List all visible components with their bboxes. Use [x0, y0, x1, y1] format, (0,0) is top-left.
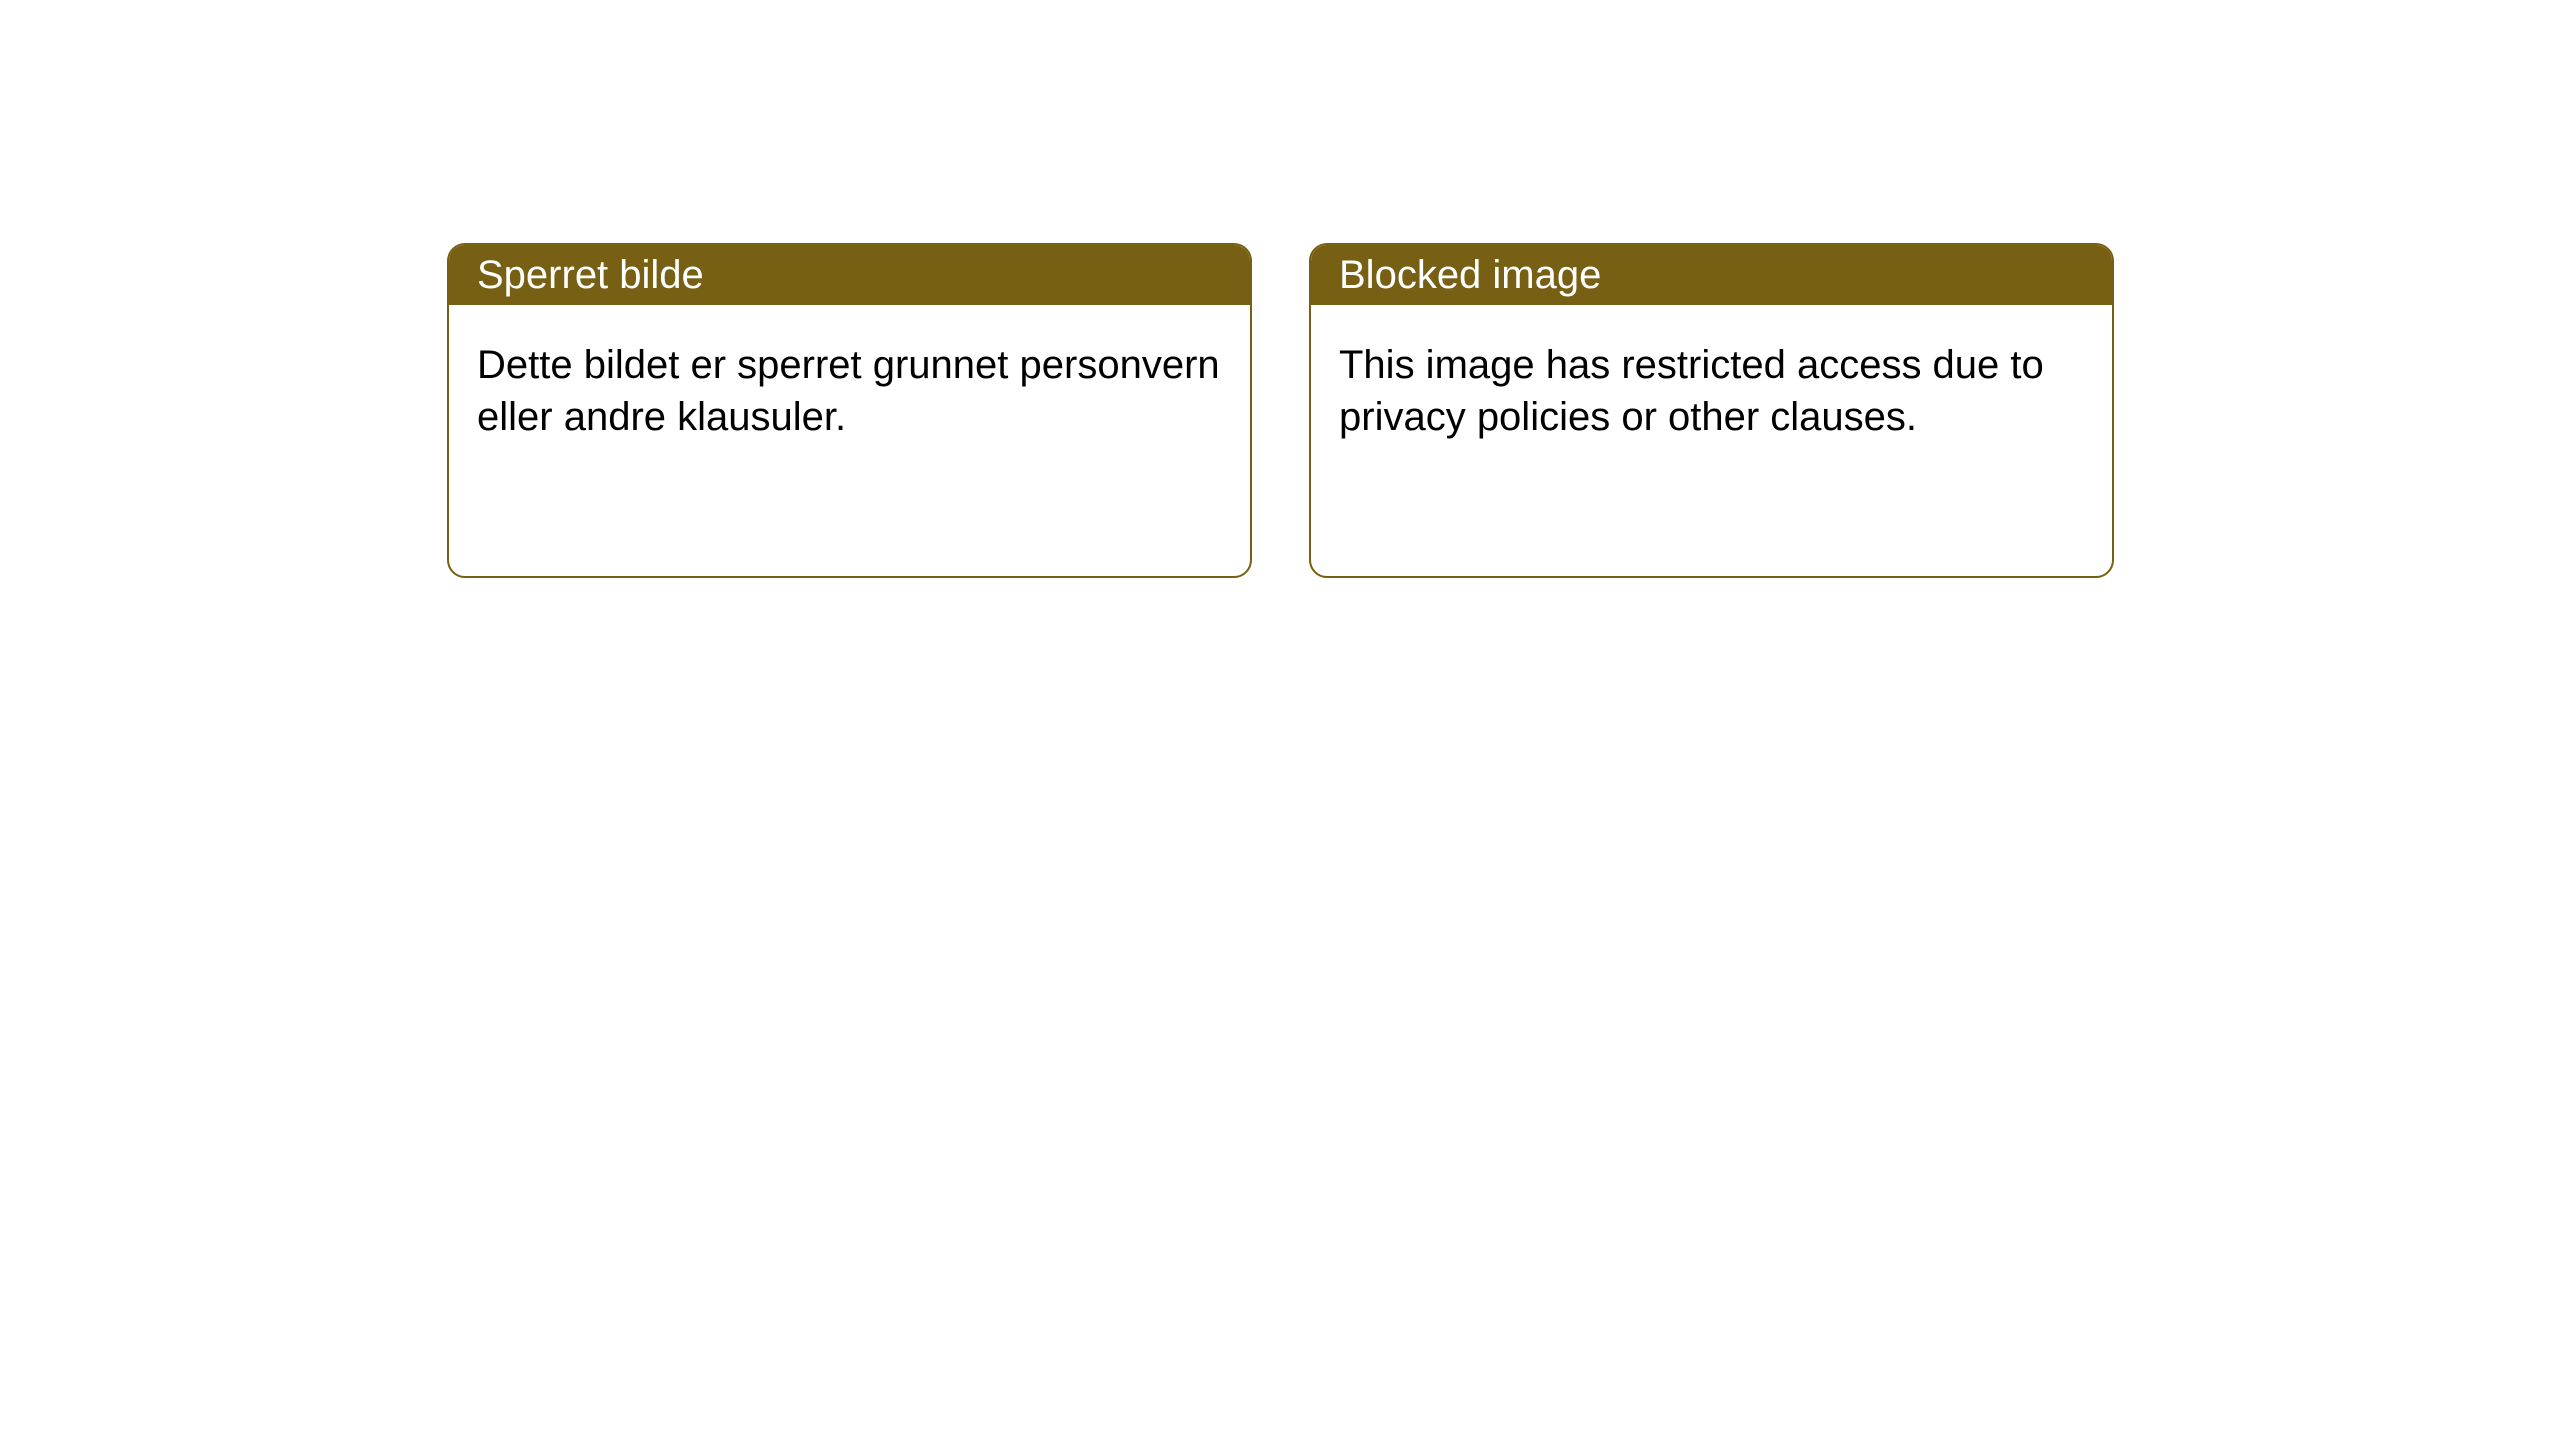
card-header-text: Sperret bilde: [477, 253, 704, 298]
card-body-text: This image has restricted access due to …: [1339, 343, 2044, 439]
notice-card-norwegian: Sperret bilde Dette bildet er sperret gr…: [447, 243, 1252, 578]
card-header-text: Blocked image: [1339, 253, 1601, 298]
card-body-text: Dette bildet er sperret grunnet personve…: [477, 343, 1220, 439]
notice-card-english: Blocked image This image has restricted …: [1309, 243, 2114, 578]
card-header: Blocked image: [1311, 245, 2112, 305]
card-header: Sperret bilde: [449, 245, 1250, 305]
card-body: Dette bildet er sperret grunnet personve…: [449, 305, 1250, 477]
notice-cards-container: Sperret bilde Dette bildet er sperret gr…: [447, 243, 2114, 578]
card-body: This image has restricted access due to …: [1311, 305, 2112, 477]
